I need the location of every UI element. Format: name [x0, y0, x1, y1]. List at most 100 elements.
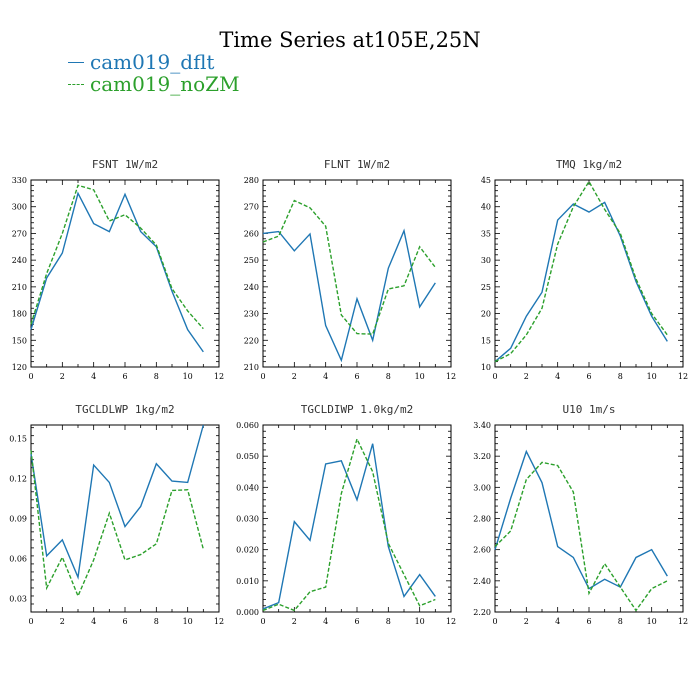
x-tick-label: 4 [323, 372, 328, 381]
x-tick-label: 10 [647, 372, 657, 381]
y-tick-label: 0.09 [9, 515, 27, 524]
y-tick-label: 220 [244, 336, 259, 345]
panel-5: U10 1m/s 0 2 4 6 8 10 12 2.20 2.40 2.60 2.80 3.00 3.2… [473, 403, 688, 626]
series-line-dflt [262, 443, 436, 610]
x-tick-label: 0 [28, 617, 33, 626]
x-tick-label: 12 [446, 617, 456, 626]
panel-0: FSNT 1W/m2 0 2 4 6 8 10 12 120 150 180 210 240 270 300… [12, 158, 224, 381]
y-tick-label: 45 [481, 176, 491, 185]
series-line-nozm [30, 184, 204, 330]
y-tick-label: 0.15 [9, 434, 27, 443]
x-tick-label: 2 [60, 617, 65, 626]
y-tick-label: 35 [481, 229, 491, 238]
x-tick-label: 0 [260, 617, 265, 626]
plot-frame [494, 424, 684, 613]
y-tick-label: 0.030 [236, 515, 259, 524]
x-tick-label: 12 [678, 617, 688, 626]
y-tick-label: 120 [12, 363, 27, 372]
x-tick-label: 4 [555, 372, 560, 381]
legend-swatch-dflt [68, 61, 84, 63]
x-tick-label: 2 [60, 372, 65, 381]
x-tick-label: 6 [354, 372, 359, 381]
plot-frame [30, 424, 220, 613]
series-line-dflt [30, 424, 205, 580]
x-tick-label: 8 [618, 372, 623, 381]
x-tick-label: 8 [386, 617, 391, 626]
x-tick-label: 4 [91, 372, 96, 381]
x-tick-label: 0 [492, 372, 497, 381]
y-tick-label: 3.40 [473, 421, 491, 430]
legend: cam019_dflt cam019_noZM [68, 51, 240, 95]
y-tick-label: 230 [244, 310, 259, 319]
legend-label-nozm: cam019_noZM [90, 72, 240, 96]
y-tick-label: 280 [244, 176, 259, 185]
x-tick-label: 2 [524, 617, 529, 626]
panel-4: TGCLDIWP 1.0kg/m2 0 2 4 6 8 10 12 0.000 0.010 0.02… [236, 403, 456, 626]
y-tick-label: 260 [244, 229, 259, 238]
y-tick-label: 30 [481, 256, 491, 265]
panel-title: TMQ 1kg/m2 [556, 158, 622, 171]
y-tick-label: 180 [12, 310, 27, 319]
x-tick-label: 8 [154, 617, 159, 626]
series-line-nozm [262, 199, 436, 335]
x-tick-label: 6 [122, 617, 127, 626]
plot-frame [262, 179, 452, 368]
series-line-nozm [494, 461, 668, 612]
plot-frame [30, 179, 220, 368]
y-tick-label: 0.03 [9, 595, 27, 604]
series-line-dflt [494, 201, 668, 363]
legend-swatch-nozm [68, 83, 84, 85]
y-tick-label: 0.020 [236, 546, 259, 555]
y-tick-label: 0.060 [236, 421, 259, 430]
panel-1: FLNT 1W/m2 0 2 4 6 8 10 12 210 220 230 240 250 260 270… [244, 158, 456, 381]
y-tick-label: 25 [481, 283, 491, 292]
y-tick-label: 20 [481, 310, 491, 319]
y-tick-label: 10 [481, 363, 491, 372]
x-tick-label: 8 [386, 372, 391, 381]
y-tick-label: 270 [12, 229, 27, 238]
y-tick-label: 0.040 [236, 483, 259, 492]
x-tick-label: 4 [555, 617, 560, 626]
y-tick-label: 40 [481, 203, 491, 212]
legend-item-dflt: cam019_dflt [68, 51, 240, 73]
y-tick-label: 0.000 [236, 608, 259, 617]
y-tick-label: 0.010 [236, 577, 259, 586]
plot-frame [262, 424, 452, 613]
x-tick-label: 10 [415, 617, 425, 626]
panel-title: FSNT 1W/m2 [92, 158, 158, 171]
x-tick-label: 0 [492, 617, 497, 626]
series-line-dflt [30, 191, 204, 353]
x-tick-label: 8 [154, 372, 159, 381]
y-tick-label: 0.06 [9, 555, 27, 564]
panel-title: TGCLDIWP 1.0kg/m2 [301, 403, 414, 416]
x-tick-label: 10 [647, 617, 657, 626]
panel-title: FLNT 1W/m2 [324, 158, 390, 171]
x-tick-label: 12 [214, 617, 224, 626]
y-tick-label: 15 [481, 336, 491, 345]
series-line-nozm [30, 450, 205, 598]
y-tick-label: 2.20 [473, 608, 491, 617]
x-tick-label: 10 [183, 617, 193, 626]
x-tick-label: 12 [214, 372, 224, 381]
y-tick-label: 2.80 [473, 515, 491, 524]
legend-label-dflt: cam019_dflt [90, 50, 215, 74]
y-tick-label: 270 [244, 203, 259, 212]
y-tick-label: 2.40 [473, 577, 491, 586]
y-tick-label: 2.60 [473, 546, 491, 555]
y-tick-label: 0.050 [236, 452, 259, 461]
y-tick-label: 210 [12, 283, 27, 292]
y-tick-label: 3.20 [473, 452, 491, 461]
panel-title: TGCLDLWP 1kg/m2 [75, 403, 174, 416]
y-tick-label: 240 [244, 283, 259, 292]
series-line-dflt [494, 449, 668, 590]
x-tick-label: 2 [292, 617, 297, 626]
x-tick-label: 6 [586, 372, 591, 381]
y-tick-label: 0.12 [9, 474, 27, 483]
x-tick-label: 2 [524, 372, 529, 381]
x-tick-label: 6 [586, 617, 591, 626]
x-tick-label: 12 [446, 372, 456, 381]
panel-3: TGCLDLWP 1kg/m2 0 2 4 6 8 10 12 0.03 0.06 0.09 0.12… [9, 403, 224, 626]
y-tick-label: 240 [12, 256, 27, 265]
y-tick-label: 330 [12, 176, 27, 185]
